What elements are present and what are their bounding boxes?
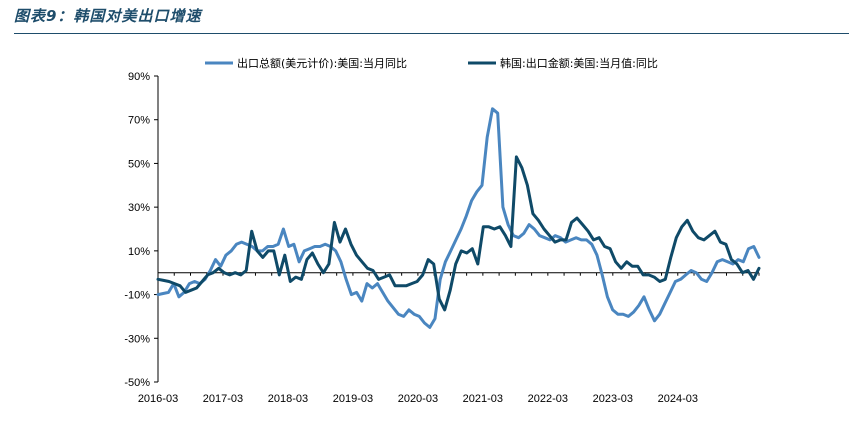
figure-title: 图表9：韩国对美出口增速 — [14, 7, 202, 25]
x-tick-label: 2016-03 — [138, 393, 178, 405]
y-tick-label: -10% — [124, 290, 150, 302]
y-axis-ticks: -50% -30% -10% 10% 30% 50% 70% 90% — [124, 71, 158, 389]
x-tick-label: 2018-03 — [268, 393, 308, 405]
y-tick-label: 70% — [128, 115, 150, 127]
x-tick-label: 2024-03 — [658, 393, 698, 405]
legend-label-1: 出口总额(美元计价):美国:当月同比 — [237, 56, 407, 70]
x-tick-label: 2017-03 — [203, 393, 243, 405]
y-tick-label: 10% — [128, 246, 150, 258]
y-tick-label: -50% — [124, 377, 150, 389]
title-rule — [14, 33, 849, 34]
series-line-1 — [156, 107, 761, 329]
series-lines — [156, 107, 761, 329]
x-tick-label: 2022-03 — [528, 393, 568, 405]
legend: 出口总额(美元计价):美国:当月同比 韩国:出口金额:美国:当月值:同比 — [205, 56, 658, 70]
y-tick-label: -30% — [124, 333, 150, 345]
x-tick-label: 2020-03 — [398, 393, 438, 405]
x-tick-label: 2023-03 — [593, 393, 633, 405]
series-line-2 — [156, 155, 761, 312]
axes — [157, 76, 759, 382]
x-tick-label: 2021-03 — [463, 393, 503, 405]
x-axis-ticks: 2016-03 2017-03 2018-03 2019-03 2020-03 2021-… — [138, 272, 760, 405]
x-tick-label: 2019-03 — [333, 393, 373, 405]
y-tick-label: 90% — [128, 71, 150, 83]
y-tick-label: 30% — [128, 202, 150, 214]
y-tick-label: 50% — [128, 158, 150, 170]
legend-label-2: 韩国:出口金额:美国:当月值:同比 — [500, 56, 658, 70]
